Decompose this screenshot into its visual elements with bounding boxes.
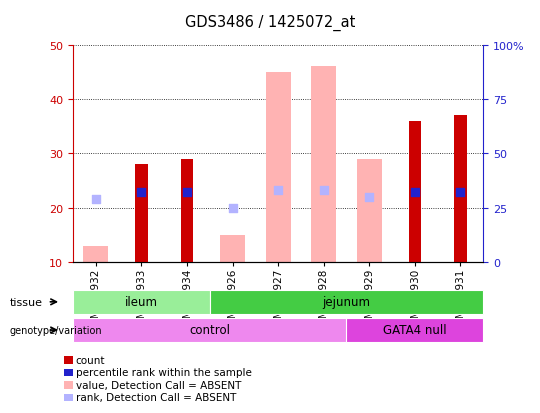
Text: jejunum: jejunum [322, 296, 370, 309]
Bar [311, 67, 336, 262]
Text: ileum: ileum [125, 296, 158, 309]
Text: tissue: tissue [10, 297, 43, 307]
Point [456, 190, 465, 196]
Point [91, 196, 100, 203]
Bar [220, 235, 245, 262]
Point [410, 190, 419, 196]
Text: control: control [189, 324, 230, 337]
Point [274, 188, 282, 194]
Text: rank, Detection Call = ABSENT: rank, Detection Call = ABSENT [76, 392, 236, 402]
Text: value, Detection Call = ABSENT: value, Detection Call = ABSENT [76, 380, 241, 390]
Bar [135, 165, 147, 262]
Point [183, 190, 191, 196]
Text: percentile rank within the sample: percentile rank within the sample [76, 368, 252, 377]
Point [365, 194, 374, 201]
Bar [357, 159, 382, 262]
Bar [83, 246, 108, 262]
Text: genotype/variation: genotype/variation [10, 325, 103, 335]
Bar [180, 159, 193, 262]
Text: GATA4 null: GATA4 null [383, 324, 447, 337]
Point [137, 190, 146, 196]
Point [319, 188, 328, 194]
Point [228, 205, 237, 211]
Bar [454, 116, 467, 262]
Bar [266, 73, 291, 262]
Text: GDS3486 / 1425072_at: GDS3486 / 1425072_at [185, 14, 355, 31]
Bar [409, 121, 421, 262]
Text: count: count [76, 355, 105, 365]
